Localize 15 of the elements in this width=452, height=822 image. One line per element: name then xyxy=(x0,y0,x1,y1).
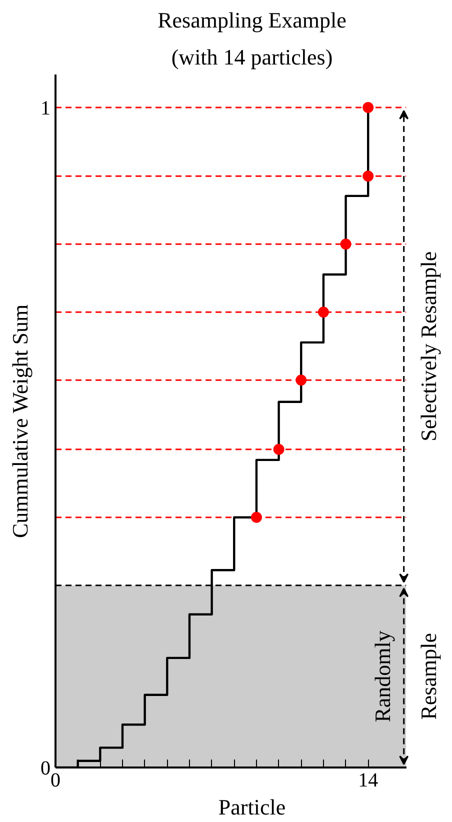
chart-subtitle: (with 14 particles) xyxy=(171,44,333,70)
point xyxy=(362,170,374,182)
point xyxy=(318,306,329,318)
y-tick-label: 1 xyxy=(40,98,50,120)
annotation: Randomly Resample xyxy=(370,630,441,722)
point xyxy=(250,512,262,523)
x-tick-label: 14 xyxy=(358,770,378,792)
y-axis-title: Cummulative Weight Sum xyxy=(8,304,32,538)
x-axis-title: Particle xyxy=(218,794,286,820)
point xyxy=(296,374,307,386)
point xyxy=(362,102,374,113)
point xyxy=(273,444,284,455)
text: Selectively Resample xyxy=(416,251,441,442)
chart-title: Resampling Example xyxy=(158,8,346,32)
point xyxy=(340,238,352,250)
